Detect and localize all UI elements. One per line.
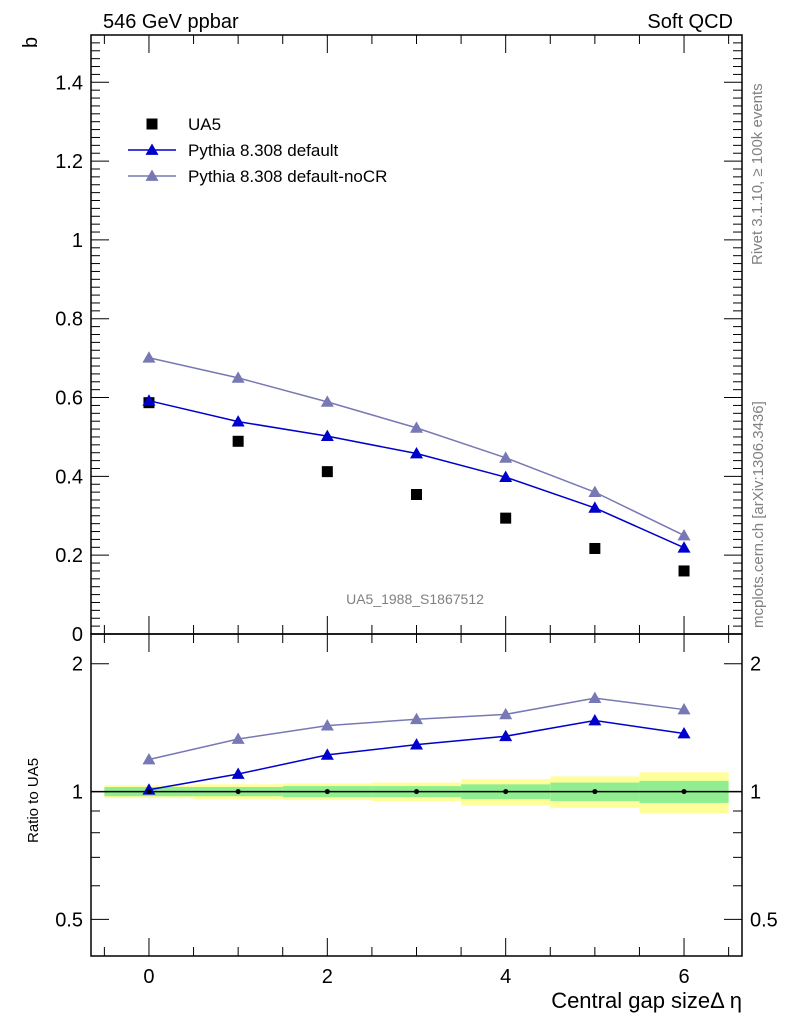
main-y-tick-label: 0.8 [55,309,83,331]
rivet-version-label: Rivet 3.1.10, ≥ 100k events [749,83,766,265]
main-ylabel: b [20,37,42,48]
legend-label: Pythia 8.308 default [188,141,339,160]
ratio-point-data [324,789,330,795]
axes-group: 0 2 4 6 0 0.2 0.4 0.6 0.8 1 1.2 1.4 0.5 0.5 1 1 2 2 [55,34,778,988]
ratio-point [499,707,513,720]
ratio-point [588,714,602,726]
main-y-tick-label: 0 [72,624,83,646]
ratio-point-data [592,789,598,795]
ratio-y-tick-label-right: 1 [750,782,761,804]
main-point-mc [320,429,334,442]
x-tick-label: 6 [678,966,689,988]
main-point-mc [320,395,334,407]
main-series-line-2 [148,357,685,537]
main-y-tick-label: 1 [72,230,83,252]
main-y-tick-label: 1.2 [55,151,83,173]
ratio-point [231,767,245,779]
main-point-mc [142,394,156,406]
legend-marker [145,169,159,181]
main-point-mc [499,470,513,483]
legend-marker [145,143,159,155]
main-point-mc [231,371,245,383]
legend-label: UA5 [188,115,221,134]
main-point-mc [499,451,513,463]
ratio-point [588,691,602,703]
ratio-point-data [235,789,241,795]
ratio-point-data [414,789,419,795]
main-point-data [678,565,690,577]
ratio-point [320,719,334,731]
x-tick-label: 4 [500,966,511,988]
x-tick-label: 0 [143,966,154,988]
ratio-ylabel: Ratio to UA5 [25,758,42,843]
ratio-y-tick-label-right: 0.5 [750,909,778,931]
main-point-mc [677,528,691,541]
header-left-label: 546 GeV ppbar [103,11,239,33]
main-y-tick-label: 1.4 [55,72,83,94]
header-right-label: Soft QCD [647,11,733,33]
main-y-tick-label: 0.2 [55,545,83,567]
ratio-point [677,727,691,739]
main-point-mc [410,447,423,459]
ratio-point [499,729,513,742]
ratio-point-data [503,789,509,795]
ratio-point [231,732,245,744]
mcplots-reference-label: mcplots.cern.ch [arXiv:1306.3436] [750,401,767,628]
ratio-point-data [681,789,687,795]
ratio-point [410,712,423,725]
x-tick-label: 2 [322,966,333,988]
main-point-mc [588,485,602,498]
main-y-tick-label: 0.4 [55,466,83,488]
main-point-data [500,512,512,524]
ratio-point-data [146,789,152,795]
ratio-point [142,752,156,765]
xaxis-label: Central gap sizeΔ η [551,988,742,1013]
main-point-data [232,435,244,447]
legend-marker [146,118,158,130]
main-point-mc [142,351,156,363]
main-point-mc [231,415,245,427]
ratio-point [142,783,156,795]
main-point-data [411,488,422,500]
main-point-mc [410,421,423,433]
ratio-y-tick-label-left: 1 [72,782,83,804]
ratio-y-tick-label-left: 2 [72,654,83,676]
main-point-mc [588,501,602,513]
main-series-group [142,351,691,577]
ratio-series-group [142,691,691,795]
main-y-tick-label: 0.6 [55,388,83,410]
ratio-point [677,703,691,715]
main-point-data [321,466,333,478]
legend: UA5 Pythia 8.308 default Pythia 8.308 defa… [128,115,387,186]
legend-label: Pythia 8.308 default-noCR [188,167,387,186]
analysis-id-label: UA5_1988_S1867512 [346,591,484,607]
ratio-point [320,748,334,760]
main-point-mc [677,541,691,553]
ratio-point [410,738,423,750]
ratio-y-tick-label-left: 0.5 [55,909,83,931]
ratio-y-tick-label-right: 2 [750,654,761,676]
ratio-series-line-1 [148,697,685,761]
main-point-data [589,542,601,554]
